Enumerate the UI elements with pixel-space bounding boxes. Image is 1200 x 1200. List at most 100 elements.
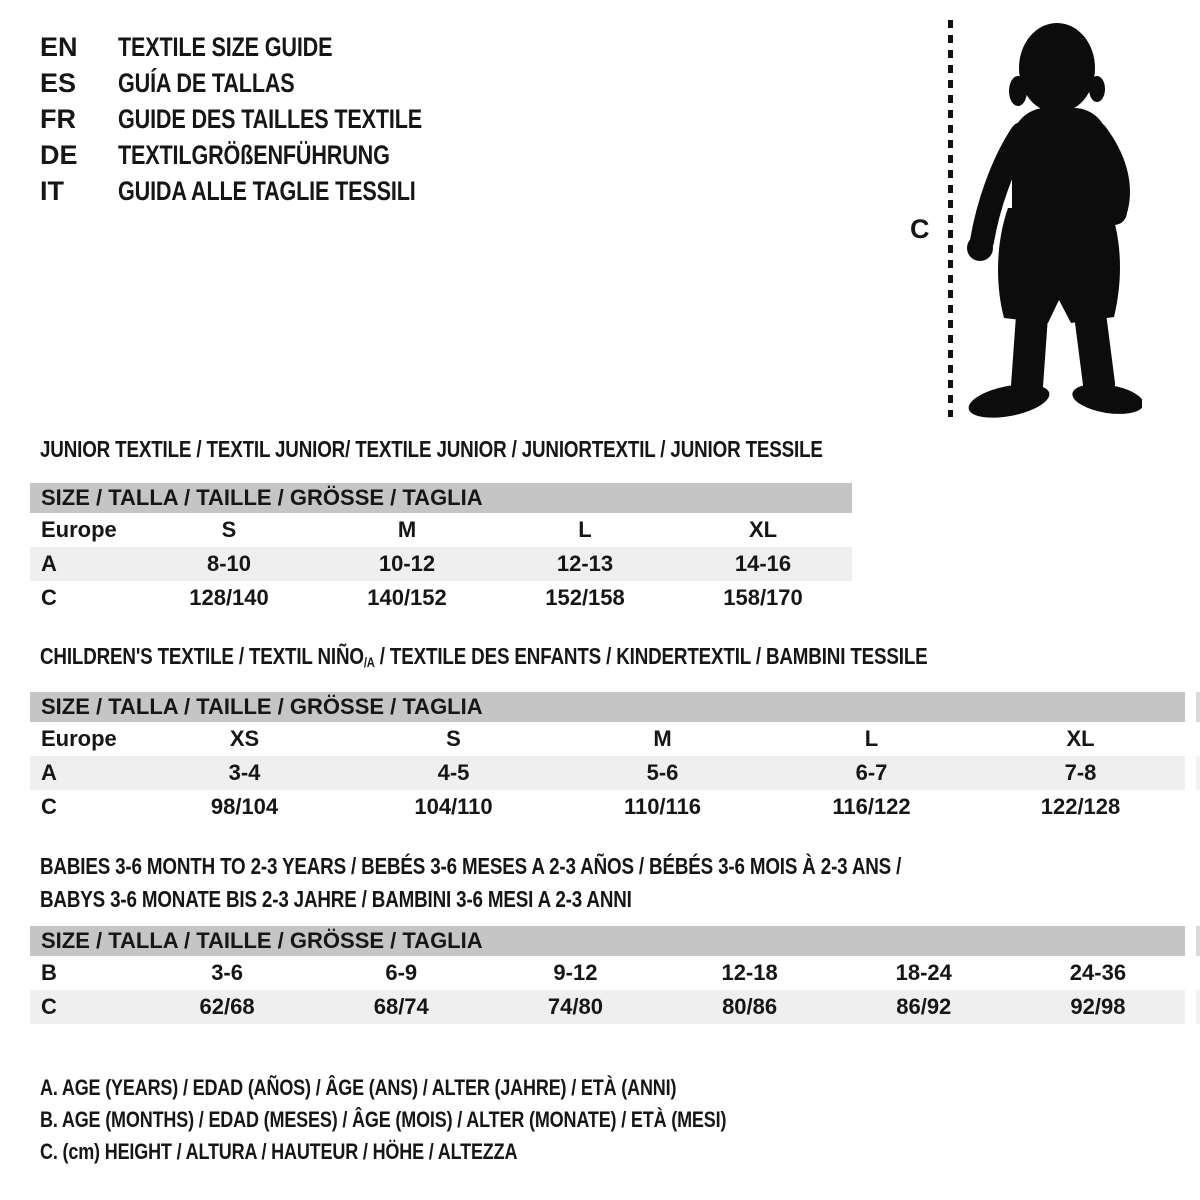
age-cell: 4-5	[437, 760, 470, 785]
section-title-children: CHILDREN'S TEXTILE / TEXTIL NIÑO/A / TEX…	[40, 643, 1149, 675]
table-row-height: C 62/68 68/74 74/80 80/86 86/92 92/98	[30, 990, 1185, 1024]
row-label: Europe	[41, 517, 117, 542]
height-cell: 110/116	[623, 794, 702, 819]
junior-size-table: SIZE / TALLA / TAILLE / GRÖSSE / TAGLIA …	[30, 483, 852, 615]
height-cell: 80/86	[722, 994, 778, 1019]
language-row-it: IT GUIDA ALLE TAGLIE TESSILI	[40, 173, 498, 209]
row-label: C	[41, 994, 57, 1019]
age-cell: 9-12	[553, 960, 598, 985]
row-label: Europe	[41, 726, 117, 751]
language-guide-title: TEXTILGRÖßENFÜHRUNG	[118, 139, 390, 170]
row-label: C	[41, 585, 57, 610]
size-cell: XS	[229, 726, 260, 751]
section-title-line2: BABYS 3-6 MONATE BIS 2-3 JAHRE / BAMBINI…	[40, 886, 632, 912]
table-row-age: A 3-4 4-5 5-6 6-7 7-8	[30, 756, 1185, 790]
height-cell: 152/158	[545, 585, 625, 610]
table-edge-sliver	[1196, 692, 1200, 722]
age-cell: 3-6	[211, 960, 243, 985]
size-cell: S	[221, 517, 237, 542]
age-cell: 6-9	[385, 960, 418, 985]
table-edge-sliver	[1196, 926, 1200, 956]
language-row-de: DE TEXTILGRÖßENFÜHRUNG	[40, 137, 498, 173]
height-cell: 158/170	[723, 585, 803, 610]
height-cell: 140/152	[367, 585, 447, 610]
age-cell: 7-8	[1064, 760, 1097, 785]
age-cell: 14-16	[734, 551, 792, 576]
legend-line-c: C. (cm) HEIGHT / ALTURA / HAUTEUR / HÖHE…	[40, 1139, 518, 1164]
legend-line-b: B. AGE (MONTHS) / EDAD (MESES) / ÂGE (MO…	[40, 1107, 727, 1132]
height-cell: 128/140	[189, 585, 269, 610]
language-code: FR	[40, 103, 76, 134]
age-cell: 10-12	[378, 551, 436, 576]
height-measure-label: C	[910, 214, 930, 244]
table-row-europe: Europe XS S M L XL	[30, 722, 1185, 756]
age-cell: 5-6	[646, 760, 679, 785]
language-row-es: ES GUÍA DE TALLAS	[40, 65, 498, 101]
row-label: C	[41, 794, 57, 819]
size-cell: L	[578, 517, 592, 542]
babies-size-table: SIZE / TALLA / TAILLE / GRÖSSE / TAGLIA …	[30, 926, 1185, 1024]
height-cell: 74/80	[547, 994, 603, 1019]
age-cell: 8-10	[206, 551, 252, 576]
language-row-en: EN TEXTILE SIZE GUIDE	[40, 29, 498, 65]
table-row-height: C 128/140 140/152 152/158 158/170	[30, 581, 852, 615]
height-cell: 122/128	[1040, 794, 1121, 819]
size-header-bar: SIZE / TALLA / TAILLE / GRÖSSE / TAGLIA	[30, 926, 1185, 956]
row-label: A	[41, 760, 57, 785]
language-code: ES	[40, 67, 77, 98]
section-title-line1: BABIES 3-6 MONTH TO 2-3 YEARS / BEBÉS 3-…	[40, 853, 902, 879]
size-cell: M	[397, 517, 417, 542]
size-header-text: SIZE / TALLA / TAILLE / GRÖSSE / TAGLIA	[41, 928, 483, 953]
row-label: B	[41, 960, 57, 985]
title-part: / TEXTILE DES ENFANTS / KINDERTEXTIL / B…	[374, 643, 928, 669]
table-edge-sliver	[1196, 756, 1200, 790]
table-row-age: A 8-10 10-12 12-13 14-16	[30, 547, 852, 581]
legend-line-a: A. AGE (YEARS) / EDAD (AÑOS) / ÂGE (ANS)…	[40, 1075, 677, 1100]
language-title-list: EN TEXTILE SIZE GUIDE ES GUÍA DE TALLAS …	[40, 29, 498, 209]
title-part: CHILDREN'S TEXTILE / TEXTIL NIÑO	[40, 643, 364, 669]
height-cell: 86/92	[896, 994, 952, 1019]
height-cell: 98/104	[210, 794, 279, 819]
table-row-age-months: B 3-6 6-9 9-12 12-18 18-24 24-36	[30, 956, 1185, 990]
language-guide-title: TEXTILE SIZE GUIDE	[118, 31, 333, 62]
age-cell: 12-18	[721, 960, 778, 985]
size-header-text: SIZE / TALLA / TAILLE / GRÖSSE / TAGLIA	[41, 694, 483, 719]
row-label: A	[41, 551, 57, 576]
language-code: EN	[40, 31, 78, 62]
age-cell: 12-13	[556, 551, 614, 576]
language-guide-title: GUÍA DE TALLAS	[118, 67, 295, 98]
title-subscript: /A	[363, 654, 375, 670]
age-cell: 18-24	[895, 960, 952, 985]
size-cell: L	[864, 726, 879, 751]
age-cell: 3-4	[228, 760, 261, 785]
height-cell: 62/68	[199, 994, 255, 1019]
age-cell: 24-36	[1069, 960, 1127, 985]
size-cell: XL	[1066, 726, 1095, 751]
table-row-height: C 98/104 104/110 110/116 116/122 122/128	[30, 790, 1185, 824]
language-row-fr: FR GUIDE DES TAILLES TEXTILE	[40, 101, 498, 137]
section-title-text: JUNIOR TEXTILE / TEXTIL JUNIOR/ TEXTILE …	[40, 436, 823, 462]
section-title-junior: JUNIOR TEXTILE / TEXTIL JUNIOR/ TEXTILE …	[40, 436, 1019, 462]
measurement-legend: A. AGE (YEARS) / EDAD (AÑOS) / ÂGE (ANS)…	[40, 1072, 898, 1168]
language-guide-title: GUIDA ALLE TAGLIE TESSILI	[118, 175, 416, 206]
height-cell: 104/110	[414, 794, 493, 819]
height-measure-dashed-line	[948, 20, 953, 417]
table-edge-sliver	[1196, 990, 1200, 1024]
section-title-text: CHILDREN'S TEXTILE / TEXTIL NIÑO/A / TEX…	[40, 643, 928, 675]
height-cell: 116/122	[832, 794, 911, 819]
size-cell: S	[446, 726, 461, 751]
table-row-europe: Europe S M L XL	[30, 513, 852, 547]
size-header-bar: SIZE / TALLA / TAILLE / GRÖSSE / TAGLIA	[30, 483, 852, 513]
age-cell: 6-7	[855, 760, 888, 785]
children-size-table: SIZE / TALLA / TAILLE / GRÖSSE / TAGLIA …	[30, 692, 1185, 824]
size-cell: XL	[748, 517, 778, 542]
height-cell: 92/98	[1070, 994, 1126, 1019]
language-code: IT	[40, 175, 64, 206]
size-header-text: SIZE / TALLA / TAILLE / GRÖSSE / TAGLIA	[41, 485, 483, 510]
height-cell: 68/74	[373, 994, 429, 1019]
language-guide-title: GUIDE DES TAILLES TEXTILE	[118, 103, 423, 134]
size-header-bar: SIZE / TALLA / TAILLE / GRÖSSE / TAGLIA	[30, 692, 1185, 722]
section-title-babies: BABIES 3-6 MONTH TO 2-3 YEARS / BEBÉS 3-…	[40, 850, 1116, 916]
language-code: DE	[40, 139, 78, 170]
